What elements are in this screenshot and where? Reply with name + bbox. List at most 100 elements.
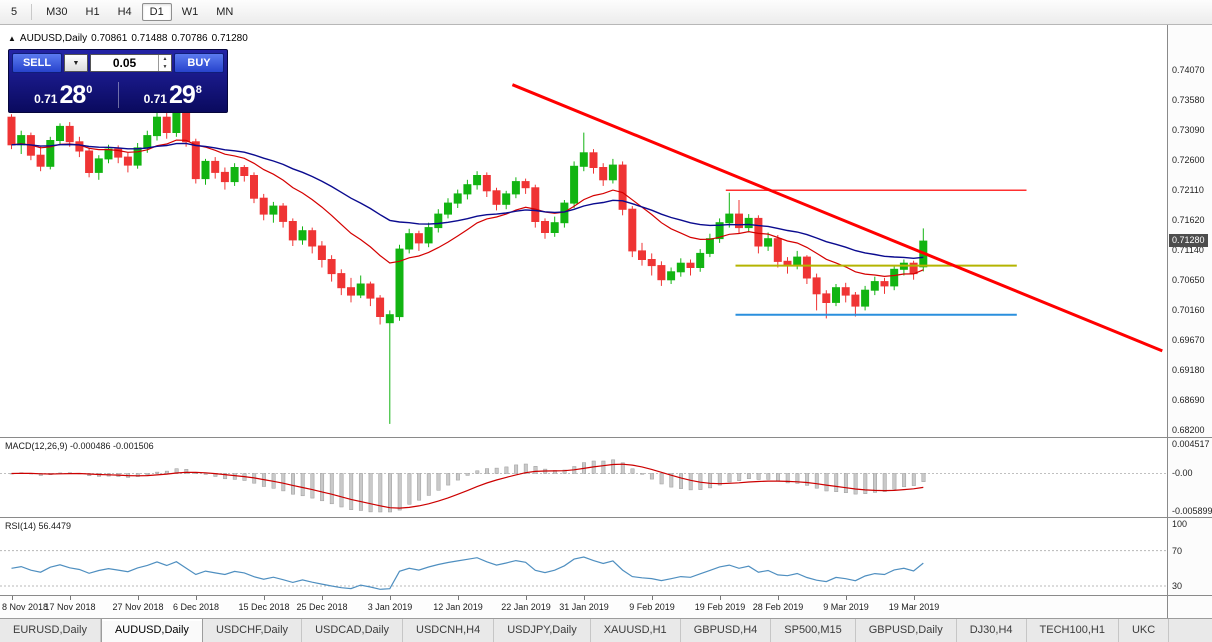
date-tick — [12, 596, 13, 600]
lot-increase-icon[interactable]: ▲ — [162, 56, 168, 62]
lot-size-value[interactable]: 0.05 — [112, 56, 137, 70]
chart-tab-USDCHF-Daily[interactable]: USDCHF,Daily — [203, 619, 303, 642]
buy-price-point: 8 — [195, 84, 202, 96]
rsi-axis-label: 30 — [1172, 581, 1183, 591]
chart-tab-DJ30-H4[interactable]: DJ30,H4 — [957, 619, 1027, 642]
date-tick — [846, 596, 847, 600]
chart-tab-EURUSD-Daily[interactable]: EURUSD,Daily — [0, 619, 101, 642]
date-tick — [322, 596, 323, 600]
buy-price-pips: 29 — [168, 80, 196, 109]
macd-axis-label: -0.005899 — [1172, 506, 1212, 516]
rsi-panel-row: RSI(14) 56.4479 100 70 30 — [0, 517, 1212, 595]
timeframe-button-H1[interactable]: H1 — [85, 6, 100, 18]
sell-price-prefix: 0.71 — [34, 92, 58, 106]
price-axis-label: 0.74070 — [1172, 65, 1205, 75]
date-label: 8 Nov 2018 — [2, 602, 49, 612]
one-click-trade-panel: SELL ▼ 0.05 ▲ ▼ BUY 0.71 28 — [8, 49, 228, 113]
chart-tab-GBPUSD-Daily[interactable]: GBPUSD,Daily — [856, 619, 957, 642]
price-axis-label: 0.72110 — [1172, 185, 1204, 195]
date-label: 6 Dec 2018 — [172, 602, 220, 612]
date-label: 9 Feb 2019 — [629, 602, 675, 612]
sell-price-pips: 28 — [59, 80, 86, 109]
lot-decrease-icon[interactable]: ▼ — [162, 64, 168, 70]
price-chart-row: ▲ AUDUSD,Daily 0.70861 0.71488 0.70786 0.7128… — [0, 25, 1212, 437]
date-tick — [138, 596, 139, 600]
timeframe-button-W1[interactable]: W1 — [181, 6, 199, 18]
timeframe-button-H4[interactable]: H4 — [117, 6, 132, 18]
buy-button[interactable]: BUY — [174, 53, 224, 73]
date-tick — [526, 596, 527, 600]
lot-size-stepper[interactable]: ▲ ▼ — [158, 55, 171, 71]
chart-tab-XAUUSD-H1[interactable]: XAUUSD,H1 — [591, 619, 681, 642]
chart-title: ▲ AUDUSD,Daily 0.70861 0.71488 0.70786 0.7128… — [8, 33, 252, 44]
date-tick — [196, 596, 197, 600]
buy-price-prefix: 0.71 — [143, 92, 167, 106]
ohlc-low: 0.70786 — [171, 33, 208, 44]
lot-preset-dropdown[interactable]: ▼ — [64, 54, 88, 72]
ma-slow-line — [11, 142, 924, 260]
date-axis-corner — [1167, 596, 1212, 618]
macd-canvas[interactable] — [0, 438, 1167, 517]
date-axis[interactable]: 8 Nov 2018 17 Nov 2018 27 Nov 2018 6 Dec 20… — [0, 596, 1167, 618]
chart-tab-AUDUSD-Daily[interactable]: AUDUSD,Daily — [100, 619, 203, 642]
date-label: 17 Nov 2018 — [44, 602, 96, 612]
buy-price-display: 0.71 29 8 — [119, 77, 228, 113]
sell-button[interactable]: SELL — [12, 53, 62, 73]
macd-axis-label: -0.00 — [1172, 468, 1193, 478]
candles — [7, 108, 928, 424]
chart-tab-GBPUSD-H4[interactable]: GBPUSD,H4 — [681, 619, 772, 642]
rsi-canvas[interactable] — [0, 518, 1167, 595]
price-axis[interactable]: 0.71280 0.74070 0.73580 0.73090 0.72600 0.72… — [1167, 25, 1212, 437]
chart-tab-UKC[interactable]: UKC — [1119, 619, 1170, 642]
chart-tab-SP500-M15[interactable]: SP500,M15 — [771, 619, 856, 642]
lot-size-input[interactable]: 0.05 ▲ ▼ — [90, 54, 172, 72]
date-label: 3 Jan 2019 — [367, 602, 413, 612]
date-tick — [458, 596, 459, 600]
one-click-toggle-icon[interactable]: ▲ — [8, 34, 16, 43]
date-axis-row: 8 Nov 2018 17 Nov 2018 27 Nov 2018 6 Dec 20… — [0, 595, 1212, 618]
chart-symbol-label: AUDUSD,Daily — [19, 33, 88, 44]
timeframe-button-MN[interactable]: MN — [216, 6, 234, 18]
date-label: 19 Mar 2019 — [888, 602, 940, 612]
date-tick — [914, 596, 915, 600]
toolbar-separator — [31, 4, 33, 20]
macd-signal-line — [11, 463, 924, 509]
date-tick — [264, 596, 265, 600]
price-axis-label: 0.70650 — [1172, 275, 1205, 285]
price-axis-label: 0.68690 — [1172, 395, 1205, 405]
macd-label: MACD(12,26,9) -0.000486 -0.001506 — [5, 441, 154, 451]
date-label: 19 Feb 2019 — [694, 602, 746, 612]
timeframe-button-M30[interactable]: M30 — [46, 6, 68, 18]
timeframe-button-D1[interactable]: D1 — [141, 3, 172, 21]
price-chart-plot[interactable]: ▲ AUDUSD,Daily 0.70861 0.71488 0.70786 0.7128… — [0, 25, 1167, 437]
date-label: 25 Dec 2018 — [296, 602, 348, 612]
timeframe-toolbar: 5 M30 H1 H4 D1 W1 MN — [0, 0, 1212, 25]
macd-histogram — [9, 459, 926, 513]
rsi-axis: 100 70 30 — [1167, 518, 1212, 595]
chart-tab-USDCAD-Daily[interactable]: USDCAD,Daily — [302, 619, 404, 642]
price-axis-label: 0.69180 — [1172, 365, 1205, 375]
chart-tabs-bar: EURUSD,Daily AUDUSD,Daily USDCHF,Daily USDC… — [0, 618, 1212, 642]
current-price-badge: 0.71280 — [1169, 234, 1208, 247]
price-axis-label: 0.69670 — [1172, 335, 1205, 345]
sell-price-display: 0.71 28 0 — [9, 77, 118, 113]
date-label: 12 Jan 2019 — [433, 602, 483, 612]
rsi-plot[interactable]: RSI(14) 56.4479 — [0, 518, 1167, 595]
chart-tab-TECH100-H1[interactable]: TECH100,H1 — [1027, 619, 1119, 642]
timeframe-button-5[interactable]: 5 — [11, 6, 18, 18]
trendline[interactable] — [511, 83, 1163, 353]
price-axis-label: 0.71140 — [1172, 245, 1204, 255]
macd-axis: 0.004517 -0.00 -0.005899 — [1167, 438, 1212, 517]
chart-tab-USDCNH-H4[interactable]: USDCNH,H4 — [403, 619, 495, 642]
price-axis-label: 0.73580 — [1172, 95, 1205, 105]
price-axis-label: 0.70160 — [1172, 305, 1205, 315]
rsi-axis-label: 100 — [1172, 519, 1188, 529]
date-label: 27 Nov 2018 — [112, 602, 164, 612]
macd-plot[interactable]: MACD(12,26,9) -0.000486 -0.001506 — [0, 438, 1167, 517]
sell-price-point: 0 — [86, 84, 93, 96]
chart-tab-USDJPY-Daily[interactable]: USDJPY,Daily — [494, 619, 591, 642]
rsi-line — [11, 556, 924, 590]
date-tick — [778, 596, 779, 600]
price-chart-canvas[interactable] — [0, 25, 1167, 437]
